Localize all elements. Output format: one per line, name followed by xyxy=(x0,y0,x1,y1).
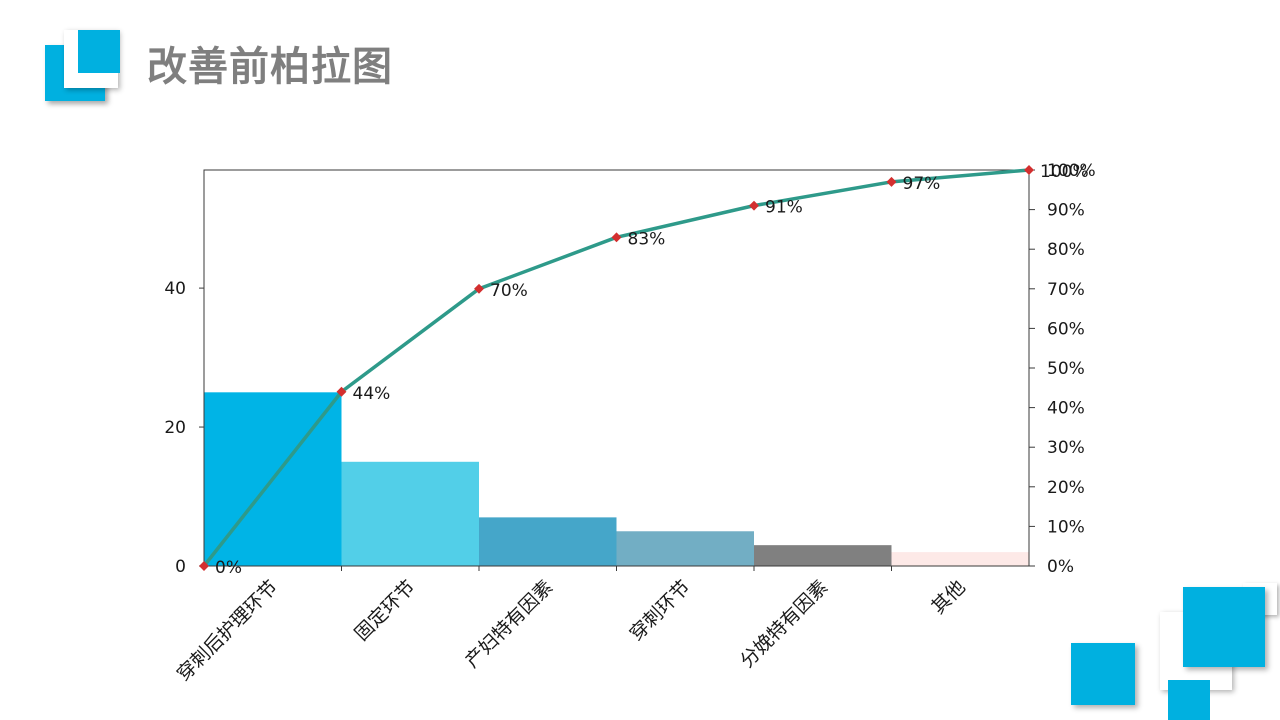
cumulative-data-label: 83% xyxy=(628,229,666,249)
y-tick-label: 0 xyxy=(175,557,186,577)
y-axis-left: 0 20 40 xyxy=(164,279,204,577)
cumulative-data-label: 91% xyxy=(765,198,803,218)
x-axis-categories: 穿刺后护理环节 固定环节 产妇特有因素 穿刺环节 分娩特有因素 其他 xyxy=(173,576,970,686)
bar-5 xyxy=(891,552,1029,566)
cumulative-data-label: 70% xyxy=(490,281,528,301)
category-label: 固定环节 xyxy=(350,576,419,645)
category-label: 产妇特有因素 xyxy=(461,576,557,672)
cumulative-marker xyxy=(336,386,347,397)
y2-tick-label: 80% xyxy=(1047,240,1085,260)
category-label: 穿刺后护理环节 xyxy=(173,576,283,686)
bar-1 xyxy=(341,461,479,566)
y2-tick-label: 0% xyxy=(1047,557,1074,577)
bar-4 xyxy=(754,545,892,566)
category-label: 穿刺环节 xyxy=(625,576,694,645)
y-axis-right: 0% 10% 20% 30% 40% 50% 60% 70% 80% 90% 100% xyxy=(1029,161,1096,577)
category-label: 其他 xyxy=(927,576,969,618)
cumulative-data-label: 0% xyxy=(215,558,242,578)
decor-square-bottom-1 xyxy=(1071,643,1135,705)
y2-tick-label: 70% xyxy=(1047,280,1085,300)
y2-tick-label: 60% xyxy=(1047,319,1085,339)
category-label: 分娩特有因素 xyxy=(736,576,832,672)
y2-tick-label: 10% xyxy=(1047,517,1085,537)
cumulative-marker xyxy=(749,200,759,211)
y-tick-label: 20 xyxy=(164,418,186,438)
decor-square-bottom-2 xyxy=(1168,680,1210,720)
cumulative-marker xyxy=(199,561,209,571)
bar-3 xyxy=(616,531,754,566)
bars-group xyxy=(204,392,1029,571)
y2-tick-label: 20% xyxy=(1047,478,1085,498)
cumulative-data-label: 100% xyxy=(1040,162,1089,182)
cumulative-marker xyxy=(611,232,622,243)
cumulative-marker xyxy=(1024,165,1034,175)
y2-tick-label: 100% xyxy=(1047,161,1096,181)
y2-tick-label: 50% xyxy=(1047,359,1085,379)
y-tick-label: 40 xyxy=(164,279,186,299)
decor-square-front xyxy=(78,30,120,73)
cumulative-line-group: 0% 44% 70% 83% 91% 97% 100% xyxy=(199,162,1089,578)
cumulative-marker xyxy=(474,283,484,294)
y2-tick-label: 90% xyxy=(1047,201,1085,221)
y2-tick-label: 40% xyxy=(1047,399,1085,419)
y2-tick-label: 30% xyxy=(1047,438,1085,458)
slide-title: 改善前柏拉图 xyxy=(147,44,393,90)
cumulative-data-label: 97% xyxy=(903,174,941,194)
decor-square-bottom-3 xyxy=(1183,587,1265,667)
cumulative-data-label: 44% xyxy=(353,384,391,404)
bar-2 xyxy=(479,517,617,566)
cumulative-marker xyxy=(886,176,897,187)
